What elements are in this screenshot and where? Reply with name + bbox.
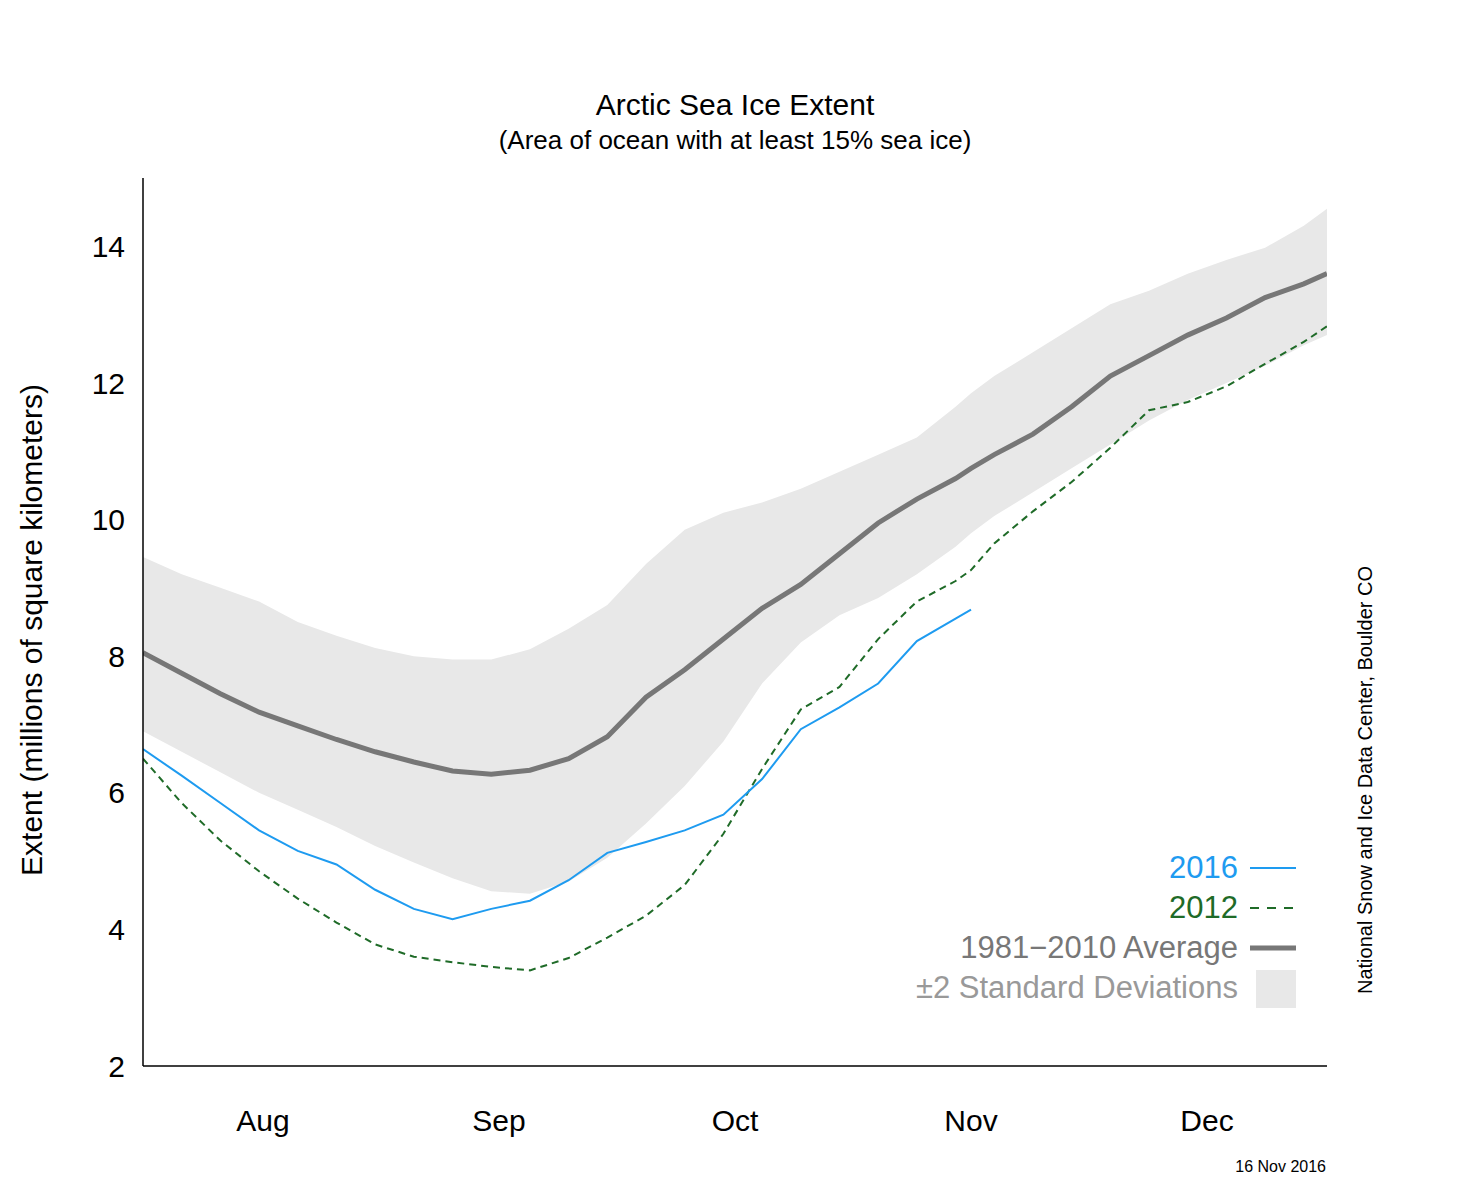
svg-text:2: 2 bbox=[108, 1050, 125, 1083]
svg-text:8: 8 bbox=[108, 640, 125, 673]
html-text:2012: 2012 bbox=[1169, 890, 1238, 925]
svg-text:Nov: Nov bbox=[944, 1104, 997, 1137]
svg-text:Aug: Aug bbox=[236, 1104, 289, 1137]
html-text:Extent (millions of square kil: Extent (millions of square kilometers) bbox=[15, 384, 48, 876]
html-text:Arctic Sea Ice Extent: Arctic Sea Ice Extent bbox=[595, 88, 875, 121]
html-text:±2 Standard Deviations: ±2 Standard Deviations bbox=[916, 970, 1238, 1005]
svg-text:Sep: Sep bbox=[472, 1104, 525, 1137]
html-text:(Area of ocean with at least 1: (Area of ocean with at least 15% sea ice… bbox=[498, 125, 972, 155]
svg-text:14: 14 bbox=[92, 230, 125, 263]
html-text:2016: 2016 bbox=[1169, 850, 1238, 885]
html-text:National Snow and Ice Data Cen: National Snow and Ice Data Center, Bould… bbox=[1353, 566, 1376, 994]
html-text:1981−2010 Average: 1981−2010 Average bbox=[960, 930, 1238, 965]
svg-text:Oct: Oct bbox=[712, 1104, 759, 1137]
svg-text:6: 6 bbox=[108, 776, 125, 809]
svg-text:12: 12 bbox=[92, 367, 125, 400]
html-text:16 Nov 2016: 16 Nov 2016 bbox=[1235, 1158, 1326, 1175]
svg-text:Dec: Dec bbox=[1180, 1104, 1233, 1137]
svg-text:10: 10 bbox=[92, 503, 125, 536]
svg-text:4: 4 bbox=[108, 913, 125, 946]
